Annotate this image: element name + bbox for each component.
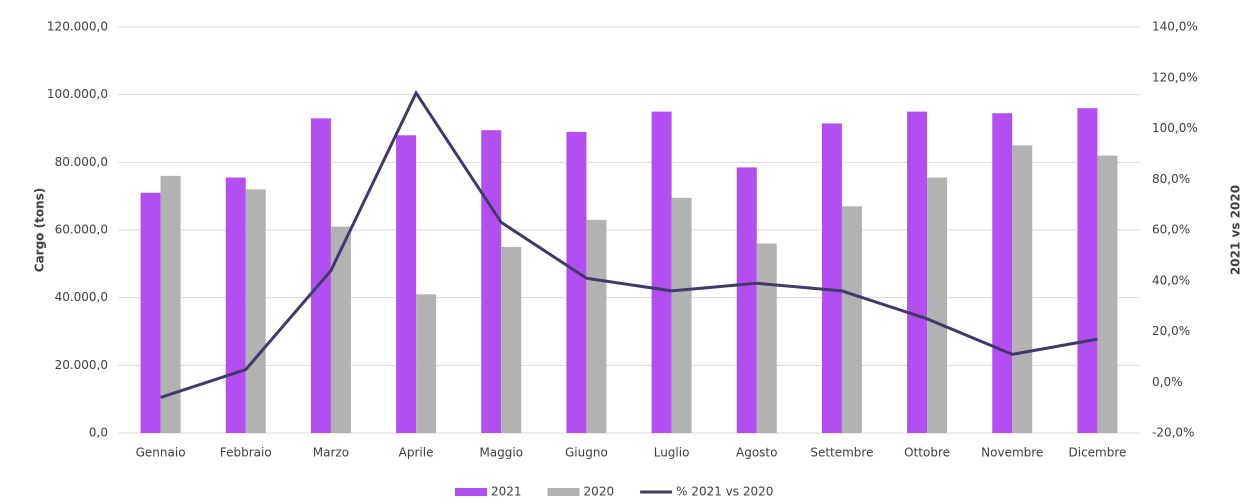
bar [481, 130, 502, 434]
bar [841, 206, 862, 433]
y2-tick-label: -20,0% [1152, 426, 1194, 440]
x-tick-label: Aprile [399, 446, 434, 460]
y2-tick-label: 60,0% [1152, 223, 1190, 237]
legend-swatch [455, 488, 487, 496]
bar [416, 294, 437, 433]
bar [756, 243, 777, 433]
y-tick-label: 60.000,0 [55, 223, 108, 237]
bar [1012, 145, 1033, 433]
x-tick-label: Marzo [313, 446, 349, 460]
bar [927, 177, 948, 433]
y2-tick-label: 140,0% [1152, 20, 1198, 34]
bar [736, 167, 757, 434]
bar [396, 135, 417, 433]
x-tick-label: Luglio [654, 446, 690, 460]
bar [160, 175, 181, 433]
y2-tick-label: 20,0% [1152, 324, 1190, 338]
legend-label: 2020 [584, 485, 615, 499]
bar [330, 226, 351, 433]
x-tick-label: Ottobre [904, 446, 950, 460]
y-tick-label: 20.000,0 [55, 358, 108, 372]
x-tick-label: Settembre [810, 446, 873, 460]
bar [225, 177, 246, 433]
bar [821, 123, 842, 434]
bar [992, 113, 1013, 434]
y-tick-label: 120.000,0 [47, 20, 108, 34]
x-tick-label: Febbraio [220, 446, 272, 460]
x-tick-label: Novembre [981, 446, 1043, 460]
bar [566, 131, 587, 433]
x-tick-label: Maggio [479, 446, 523, 460]
legend-swatch [547, 488, 580, 496]
y-tick-label: 40.000,0 [55, 290, 108, 304]
bar [140, 192, 161, 433]
y2-tick-label: 80,0% [1152, 172, 1190, 186]
y-tick-label: 0,0 [89, 426, 108, 440]
bar [651, 111, 672, 433]
x-tick-label: Agosto [736, 446, 777, 460]
y2-tick-label: 100,0% [1152, 121, 1198, 135]
y-tick-label: 100.000,0 [47, 87, 108, 101]
bar [586, 219, 607, 433]
x-tick-label: Gennaio [136, 446, 186, 460]
bar [501, 246, 522, 433]
bar [671, 197, 692, 433]
bar [1097, 155, 1118, 434]
y2-tick-label: 120,0% [1152, 70, 1198, 84]
x-tick-label: Dicembre [1068, 446, 1126, 460]
legend-label: 2021 [491, 485, 522, 499]
y2-tick-label: 0,0% [1152, 375, 1183, 389]
y2-axis-label: 2021 vs 2020 [1229, 185, 1243, 275]
y2-tick-label: 40,0% [1152, 273, 1190, 287]
bar [310, 118, 331, 433]
legend-label: % 2021 vs 2020 [676, 485, 773, 499]
line [160, 89, 1098, 399]
bar [907, 111, 928, 433]
x-tick-label: Giugno [565, 446, 608, 460]
bar [245, 189, 266, 433]
y-axis-label: Cargo (tons) [33, 188, 47, 272]
bar [1077, 108, 1098, 433]
y-tick-label: 80.000,0 [55, 155, 108, 169]
